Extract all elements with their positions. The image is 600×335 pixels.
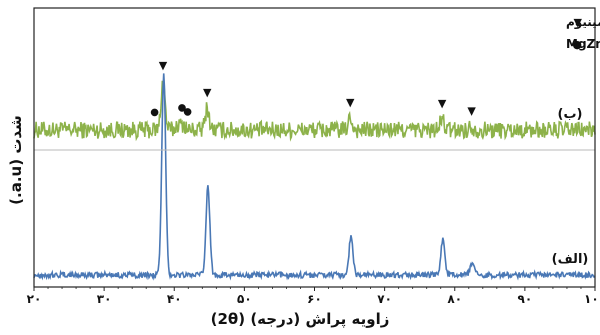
y-axis-label-wrap: شدت (a.u.) <box>2 30 30 290</box>
x-tick-label-50: ۵۰ <box>237 292 252 306</box>
series-label-1: (الف) <box>552 252 589 267</box>
x-tick-label-80: ۸۰ <box>447 292 462 306</box>
x-tick-label-60: ۶۰ <box>307 292 322 306</box>
legend-marker-1: ● <box>572 38 582 51</box>
x-tick-label-100: ۱۰۰ <box>584 292 600 306</box>
aluminum-marker-0-4: ▼ <box>467 105 476 118</box>
series-label-0: (ب) <box>558 107 583 122</box>
mgzn2-marker-0-5: ● <box>150 107 159 118</box>
x-tick-label-70: ۷۰ <box>377 292 392 306</box>
legend-label-0: آلومینیوم <box>566 14 600 30</box>
x-axis-label: (2θ) زاویه پراش (درجه) <box>210 310 390 328</box>
y-axis-label: شدت (a.u.) <box>7 115 25 205</box>
series-line-0 <box>33 80 596 142</box>
x-tick-label-90: ۹۰ <box>518 292 533 306</box>
mgzn2-marker-0-6: ● <box>178 102 187 113</box>
aluminum-marker-0-0: ▼ <box>159 59 168 72</box>
series-labels: (ب) (الف) <box>552 107 589 267</box>
mgzn2-marker-0-7: ● <box>183 106 192 117</box>
x-axis-ticks: ۲۰ ۳۰ ۴۰ ۵۰ ۶۰ ۷۰ ۸۰ ۹۰ ۱۰۰ <box>27 287 600 306</box>
plot-border <box>33 7 596 288</box>
x-tick-label-20: ۲۰ <box>27 292 42 306</box>
x-tick-label-30: ۳۰ <box>97 292 112 306</box>
series-line-1 <box>33 73 596 281</box>
annotation-markers: ▼▼▼ ▼▼● ●● <box>150 59 476 118</box>
series-layer <box>33 73 596 281</box>
aluminum-marker-0-1: ▼ <box>203 86 212 99</box>
legend-label-1: رسوب MgZn2 <box>566 37 600 52</box>
plot-frame <box>33 7 596 288</box>
aluminum-marker-0-3: ▼ <box>438 97 447 110</box>
legend-marker-0: ▼ <box>574 16 583 29</box>
x-tick-label-40: ۴۰ <box>167 292 182 306</box>
aluminum-marker-0-2: ▼ <box>346 96 355 109</box>
legend: ▼آلومینیوم ●رسوب MgZn2 <box>566 14 600 52</box>
